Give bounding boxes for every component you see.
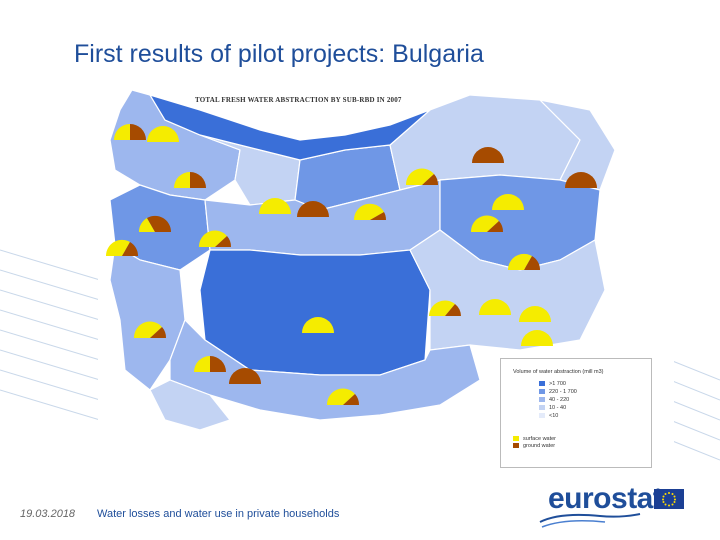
map-region-central-south bbox=[199, 249, 431, 376]
legend-label: ground water bbox=[523, 442, 556, 449]
footer-text: Water losses and water use in private ho… bbox=[97, 508, 340, 520]
legend-swatch bbox=[539, 381, 545, 386]
legend-label: 40 - 220 bbox=[549, 396, 570, 403]
map-region-southwest-border bbox=[149, 379, 232, 431]
map-title: TOTAL FRESH WATER ABSTRACTION BY SUB-RBD… bbox=[195, 96, 402, 104]
eu-flag-icon bbox=[654, 489, 684, 509]
legend-class-4: 10 - 40 bbox=[539, 404, 566, 411]
eurostat-logo-swoosh bbox=[539, 513, 641, 528]
legend-surface-water: surface water bbox=[513, 435, 556, 442]
legend-swatch bbox=[539, 405, 545, 410]
legend-class-1: >1 700 bbox=[539, 380, 566, 387]
legend-label: surface water bbox=[523, 435, 557, 442]
map-legend: Volume of water abstraction (mill m3) >1… bbox=[500, 358, 652, 468]
legend-class-3: 40 - 220 bbox=[539, 396, 569, 403]
map-region-danube-strip bbox=[148, 93, 431, 161]
legend-label: 220 - 1 700 bbox=[549, 388, 577, 395]
water-type-symbols bbox=[105, 124, 597, 405]
bulgaria-map bbox=[105, 89, 616, 431]
legend-swatch bbox=[513, 443, 519, 448]
legend-swatch bbox=[513, 436, 519, 441]
eurostat-logo-text: eurostat bbox=[548, 482, 663, 515]
map-frame bbox=[98, 80, 674, 470]
legend-swatch bbox=[539, 397, 545, 402]
page-title: First results of pilot projects: Bulgari… bbox=[74, 40, 484, 68]
legend-ground-water: ground water bbox=[513, 442, 555, 449]
legend-label: <10 bbox=[549, 412, 559, 419]
legend-label: 10 - 40 bbox=[549, 404, 567, 411]
map-region-southwest bbox=[109, 244, 186, 391]
legend-class-5: <10 bbox=[539, 412, 558, 419]
legend-title: Volume of water abstraction (mill m3) bbox=[513, 369, 604, 375]
footer-date: 19.03.2018 bbox=[20, 508, 76, 520]
legend-class-2: 220 - 1 700 bbox=[539, 388, 577, 395]
legend-swatch bbox=[539, 413, 545, 418]
legend-swatch bbox=[539, 389, 545, 394]
legend-label: >1 700 bbox=[549, 380, 566, 387]
